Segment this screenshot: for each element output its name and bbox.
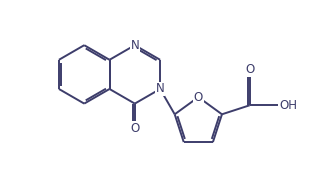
Text: O: O xyxy=(194,91,203,104)
Text: O: O xyxy=(130,122,139,135)
Text: OH: OH xyxy=(279,99,297,112)
Text: O: O xyxy=(245,63,254,76)
Text: N: N xyxy=(156,82,164,96)
Text: N: N xyxy=(130,39,139,52)
